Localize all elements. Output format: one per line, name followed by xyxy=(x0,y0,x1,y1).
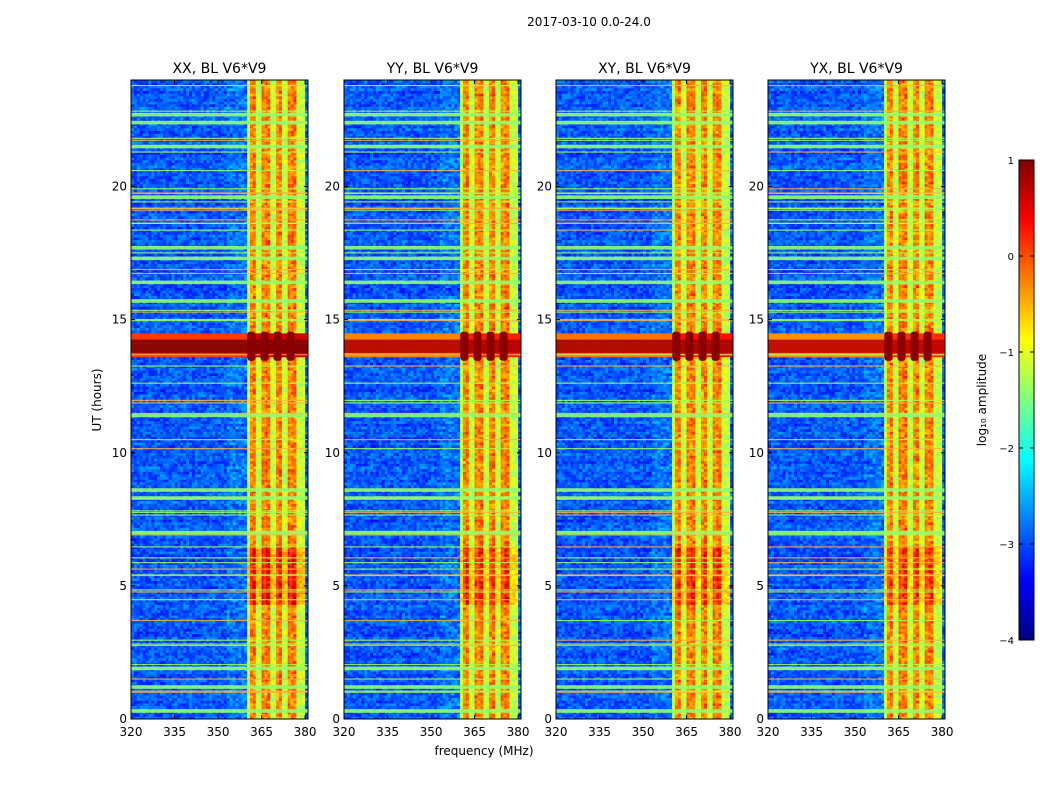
y-tick-label: 5 xyxy=(544,579,552,593)
y-tick-label: 15 xyxy=(325,313,340,327)
x-tick-label: 335 xyxy=(163,725,186,739)
y-tick-label: 15 xyxy=(537,313,552,327)
panel-title: XX, BL V6*V9 xyxy=(173,61,267,77)
y-tick-label: 0 xyxy=(544,712,552,726)
panel-title: XY, BL V6*V9 xyxy=(598,61,691,77)
y-tick-label: 15 xyxy=(112,313,127,327)
x-tick-label: 335 xyxy=(588,725,611,739)
x-tick-label: 320 xyxy=(120,725,143,739)
x-tick-label: 365 xyxy=(887,725,910,739)
y-tick-label: 10 xyxy=(325,446,340,460)
y-tick-label: 5 xyxy=(756,579,764,593)
spectrogram-field xyxy=(556,80,733,719)
x-axis-label: frequency (MHz) xyxy=(434,744,533,758)
x-tick-label: 350 xyxy=(844,725,867,739)
x-tick-label: 380 xyxy=(931,725,954,739)
colorbar-tick-label: −4 xyxy=(999,636,1014,647)
y-tick-label: 5 xyxy=(119,579,127,593)
spectrogram-field xyxy=(131,80,308,719)
spectrogram-field xyxy=(344,80,521,719)
panel-frame xyxy=(555,79,734,720)
colorbar-tick-label: −3 xyxy=(999,540,1014,551)
x-tick-label: 365 xyxy=(675,725,698,739)
y-tick-label: 0 xyxy=(119,712,127,726)
figure-title: 2017-03-10 0.0-24.0 xyxy=(527,15,651,29)
panel-4: YX, BL V6*V9 320 335 350 365 380 0 5 10 15 20 xyxy=(749,61,954,739)
x-tick-label: 365 xyxy=(250,725,273,739)
y-tick-label: 10 xyxy=(749,446,764,460)
x-tick-label: 350 xyxy=(420,725,443,739)
colorbar-tick-label: −2 xyxy=(999,444,1014,455)
colorbar-label: log₁₀ amplitude xyxy=(975,354,989,446)
y-tick-label: 20 xyxy=(325,180,340,194)
panel-frame xyxy=(767,79,946,720)
y-tick-label: 20 xyxy=(112,180,127,194)
colorbar: 1 0 −1 −2 −3 −4 xyxy=(999,156,1035,647)
panel-2: YY, BL V6*V9 320 335 350 365 380 0 5 10 15 20 xyxy=(325,61,530,739)
x-tick-label: 320 xyxy=(545,725,568,739)
colorbar-gradient xyxy=(1018,159,1035,641)
y-tick-label: 20 xyxy=(537,180,552,194)
x-tick-label: 320 xyxy=(757,725,780,739)
x-tick-label: 335 xyxy=(376,725,399,739)
panel-title: YY, BL V6*V9 xyxy=(386,61,479,77)
x-tick-label: 335 xyxy=(800,725,823,739)
x-tick-label: 350 xyxy=(207,725,230,739)
panel-1: XX, BL V6*V9 320 335 350 365 380 0 5 10 15 20 xyxy=(112,61,317,739)
spectrogram-field xyxy=(768,80,945,719)
colorbar-tick-label: −1 xyxy=(999,348,1014,359)
y-tick-label: 15 xyxy=(749,313,764,327)
x-tick-label: 380 xyxy=(294,725,317,739)
x-tick-label: 350 xyxy=(632,725,655,739)
x-tick-label: 320 xyxy=(333,725,356,739)
y-axis-label: UT (hours) xyxy=(90,368,104,431)
colorbar-tick-label: 1 xyxy=(1008,156,1014,167)
colorbar-tick-label: 0 xyxy=(1008,252,1014,263)
x-tick-label: 380 xyxy=(719,725,742,739)
y-tick-label: 0 xyxy=(332,712,340,726)
y-tick-label: 5 xyxy=(332,579,340,593)
panel-3: XY, BL V6*V9 320 335 350 365 380 0 5 10 15 20 xyxy=(537,61,742,739)
panel-frame xyxy=(343,79,522,720)
y-tick-label: 10 xyxy=(537,446,552,460)
y-tick-label: 0 xyxy=(756,712,764,726)
y-tick-label: 10 xyxy=(112,446,127,460)
panel-title: YX, BL V6*V9 xyxy=(809,61,903,77)
panel-frame xyxy=(130,79,309,720)
x-tick-label: 380 xyxy=(507,725,530,739)
y-tick-label: 20 xyxy=(749,180,764,194)
x-tick-label: 365 xyxy=(463,725,486,739)
